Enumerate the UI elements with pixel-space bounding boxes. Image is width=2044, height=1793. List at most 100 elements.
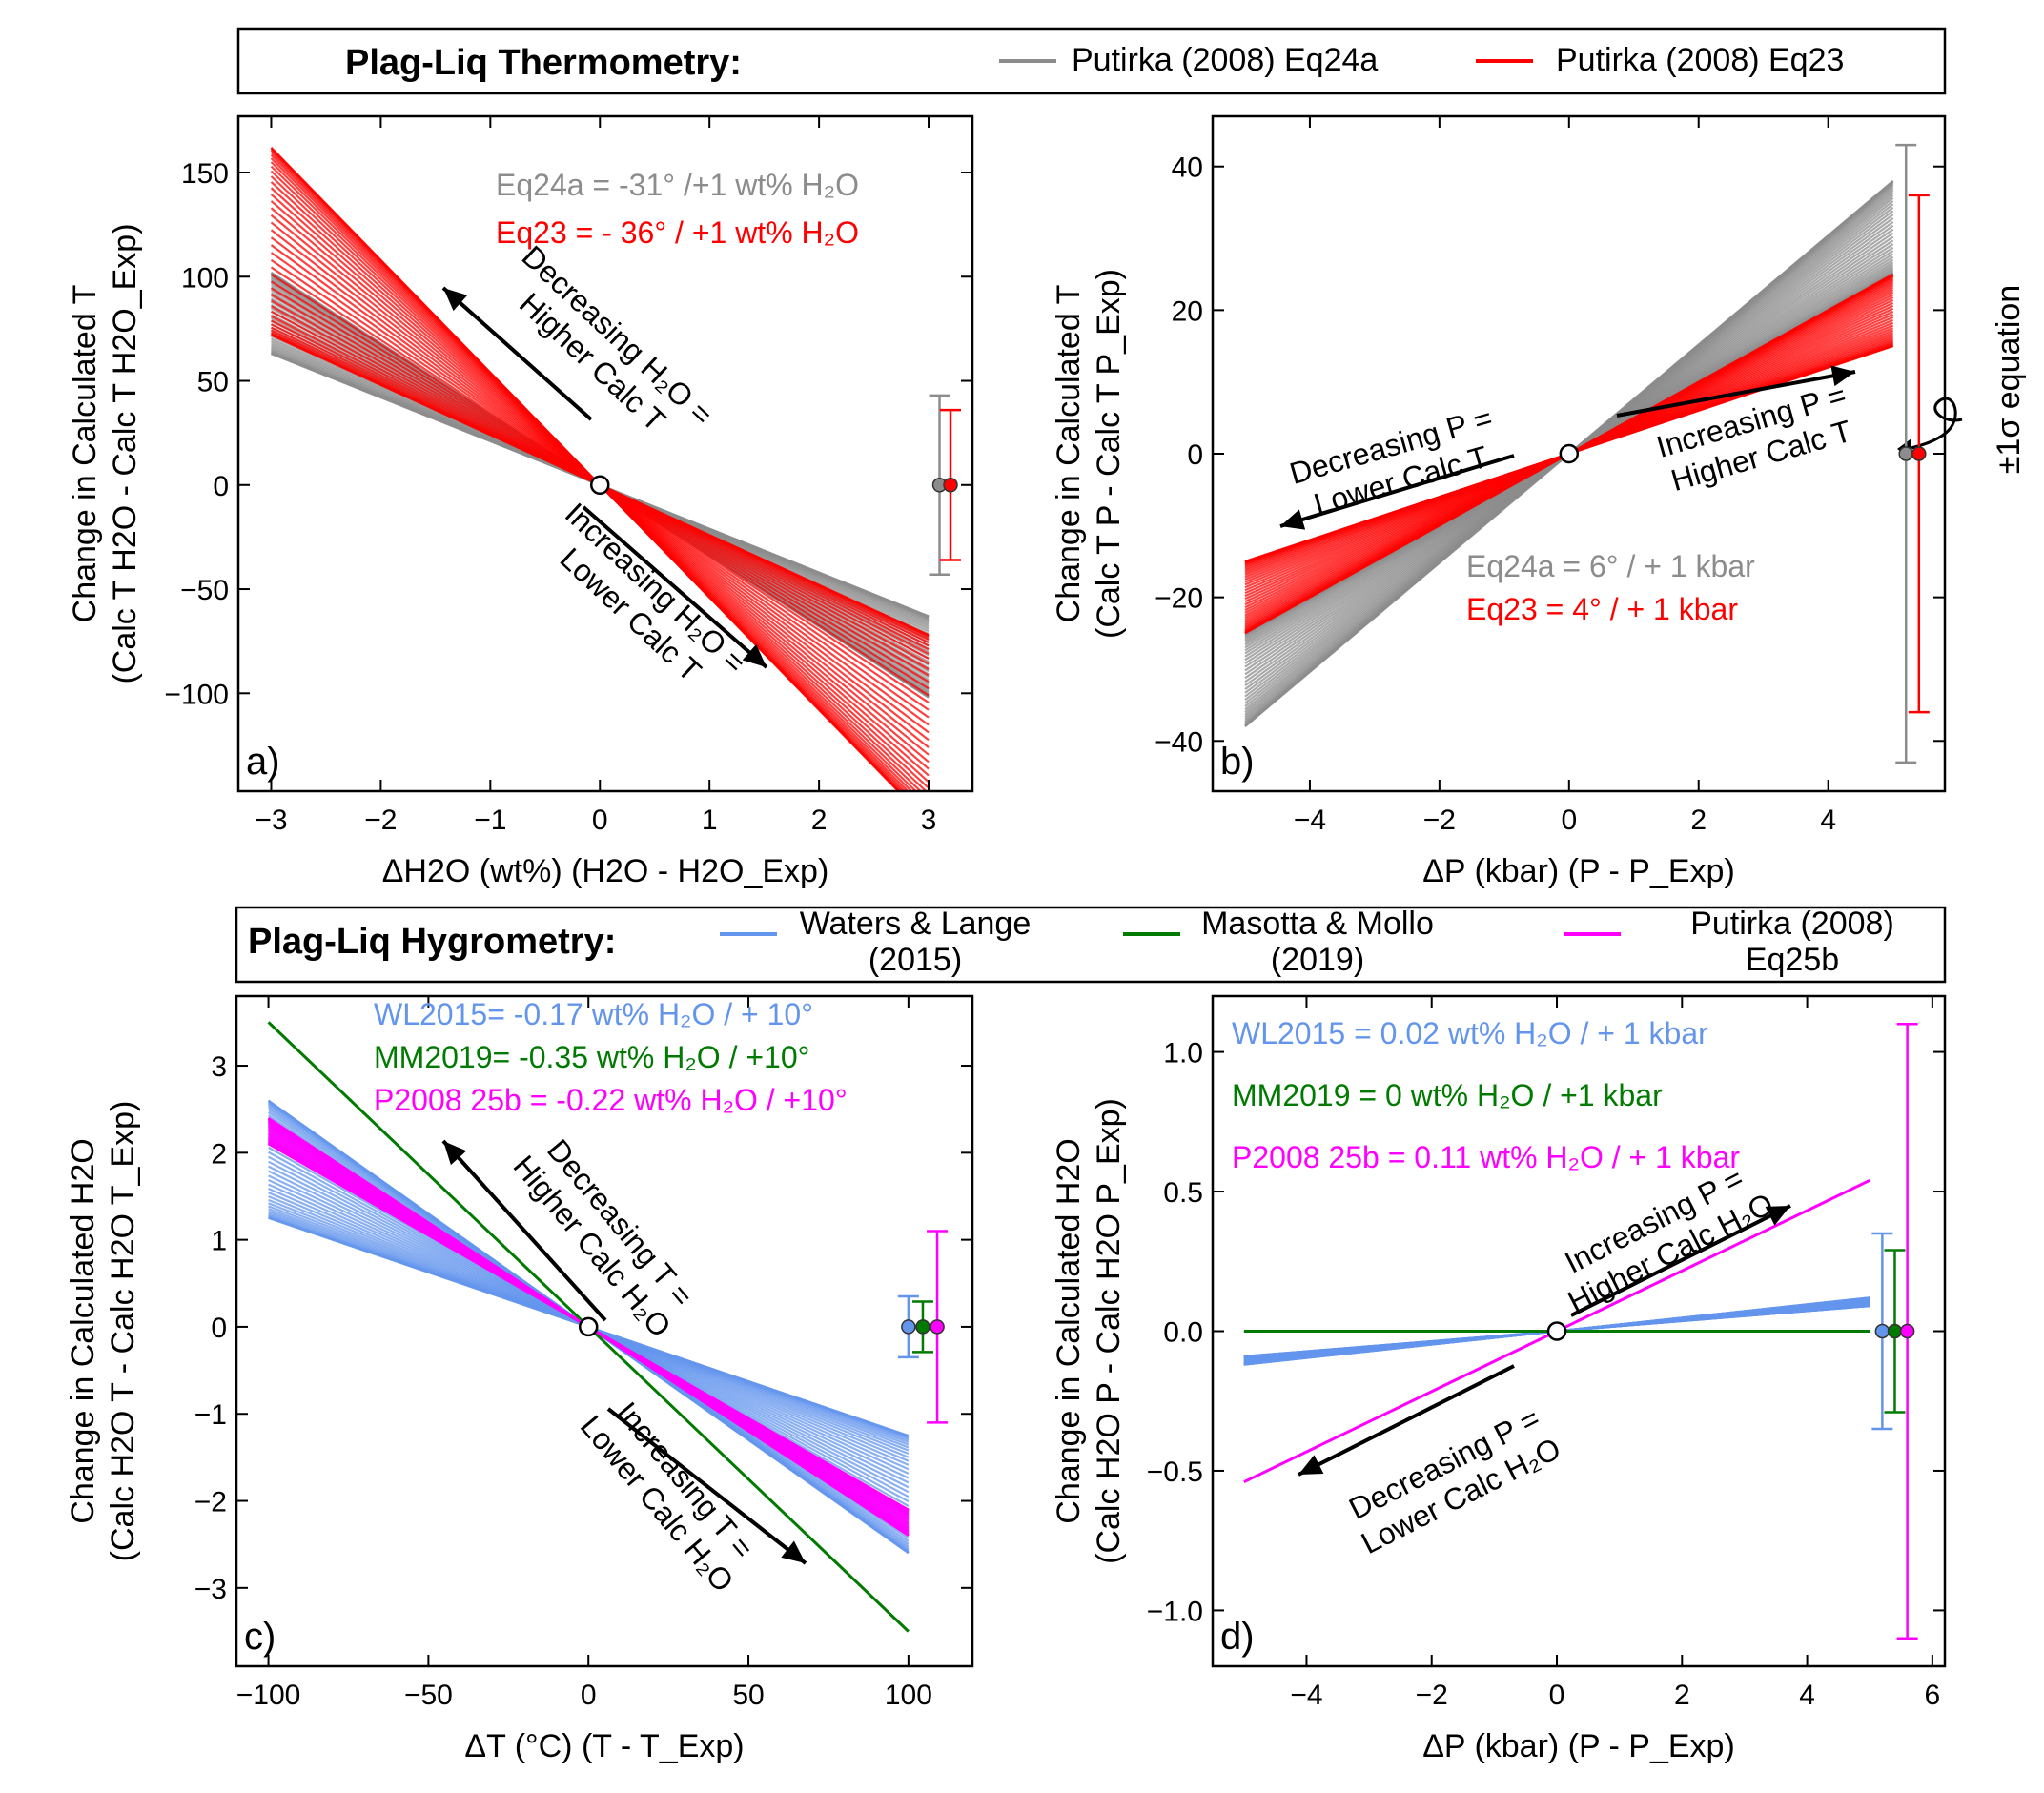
arrow-decreasing-shaft bbox=[1279, 454, 1515, 528]
x-tick-label: 100 bbox=[885, 1680, 932, 1711]
legend-p25b-label-1: Putirka (2008) bbox=[1690, 906, 1894, 942]
y-tick-label: −0.5 bbox=[1147, 1457, 1203, 1488]
sigma-errorbar bbox=[940, 408, 962, 561]
arrow-decreasing-shaft bbox=[441, 1139, 607, 1322]
arrow-increasing-head bbox=[1830, 365, 1855, 387]
x-tick-label: 2 bbox=[1690, 805, 1707, 836]
x-tick-label: 0 bbox=[1561, 805, 1577, 836]
x-tick-label: 0 bbox=[1549, 1680, 1565, 1711]
panel-label: a) bbox=[246, 741, 280, 783]
y-axis-label: Change in Calculated H2O (Calc H2O P - Ca… bbox=[1051, 1098, 1127, 1564]
x-tick-label: 4 bbox=[1799, 1680, 1815, 1711]
errorbar-point bbox=[930, 1319, 945, 1335]
thermometry-title: Plag-Liq Thermometry: bbox=[345, 43, 742, 83]
y-tick-label: 0 bbox=[213, 471, 229, 502]
sigma-errorbar bbox=[911, 1300, 933, 1354]
arrow-increasing-head bbox=[742, 643, 766, 667]
y-tick-label: 100 bbox=[181, 262, 229, 294]
slope-note: Eq24a = 6° / + 1 kbar bbox=[1466, 549, 1755, 583]
plot-frame bbox=[235, 994, 974, 1668]
x-axis-label: ΔP (kbar) (P - P_Exp) bbox=[1422, 853, 1735, 889]
y-tick-label: −3 bbox=[194, 1574, 227, 1605]
errorbar-point bbox=[1899, 1323, 1915, 1339]
x-axis-label: ΔH2O (wt%) (H2O - H2O_Exp) bbox=[382, 853, 829, 889]
y-tick-label: −40 bbox=[1155, 726, 1203, 758]
x-tick-label: 1 bbox=[702, 805, 718, 836]
y-tick-label: 2 bbox=[211, 1138, 227, 1170]
y-tick-label: 0 bbox=[211, 1313, 227, 1344]
x-tick-label: 3 bbox=[921, 805, 937, 836]
sigma-errorbar bbox=[927, 1230, 949, 1424]
sigma-label: ±1σ equation bbox=[1991, 285, 2027, 474]
y-tick-label: 20 bbox=[1172, 295, 1203, 327]
panel-label: c) bbox=[244, 1616, 276, 1658]
x-tick-label: −50 bbox=[404, 1680, 453, 1711]
hygrometry-header: Plag-Liq Hygrometry: Waters & Lange (201… bbox=[235, 906, 1947, 984]
annotations: Increasing P =Higher Calc H₂O Decreasing … bbox=[1298, 1161, 1791, 1560]
y-tick-label: −20 bbox=[1155, 583, 1203, 615]
x-tick-label: −4 bbox=[1294, 805, 1326, 836]
y-axis-label-line2: (Calc T P - Calc T P_Exp) bbox=[1091, 269, 1127, 639]
slope-note: WL2015 = 0.02 wt% H₂O / + 1 kbar bbox=[1232, 1016, 1708, 1050]
arrow-increasing-shaft bbox=[606, 1407, 807, 1565]
panel-label: d) bbox=[1220, 1616, 1255, 1658]
errorbar-point bbox=[915, 1319, 930, 1335]
arrow-up-label: Decreasing T =Higher Calc H₂O bbox=[507, 1132, 700, 1343]
slope-notes: Eq24a = 6° / + 1 kbar Eq23 = 4° / + 1 kba… bbox=[1466, 549, 1755, 626]
sigma-squiggle bbox=[1911, 397, 1963, 450]
y-axis-label: Change in Calculated T (Calc T P - Calc T… bbox=[1051, 269, 1127, 639]
y-tick-label: 3 bbox=[211, 1051, 227, 1083]
y-tick-label: 0.0 bbox=[1163, 1317, 1203, 1349]
slope-note: Eq24a = -31° /+1 wt% H₂O bbox=[496, 168, 859, 202]
hygrometry-title: Plag-Liq Hygrometry: bbox=[248, 922, 616, 962]
arrow-increasing-head bbox=[781, 1540, 806, 1563]
x-axis-label: ΔP (kbar) (P - P_Exp) bbox=[1422, 1728, 1735, 1764]
ticks: −3 −2 −1 0 1 2 3 −100 −50 0 50 100 150 bbox=[164, 116, 972, 836]
sigma-errorbar bbox=[1884, 1249, 1906, 1414]
x-axis-label: ΔT (°C) (T - T_Exp) bbox=[464, 1728, 744, 1764]
y-axis-label-line2: (Calc H2O P - Calc H2O P_Exp) bbox=[1091, 1098, 1127, 1564]
legend-wl-label-1: Waters & Lange bbox=[800, 906, 1032, 942]
arrow-decreasing-head bbox=[1298, 1455, 1324, 1475]
y-tick-label: 40 bbox=[1172, 153, 1203, 184]
y-axis-label-line2: (Calc T H2O - Calc T H2O_Exp) bbox=[107, 223, 143, 683]
panel-label: b) bbox=[1220, 741, 1255, 783]
sigma-errorbar bbox=[1895, 143, 1917, 764]
arrow-decreasing-head bbox=[443, 1141, 467, 1166]
y-tick-label: 150 bbox=[181, 158, 229, 190]
panel-a: Decreasing H₂O =Higher Calc TIncreasing … bbox=[67, 114, 974, 889]
y-tick-label: −1 bbox=[194, 1399, 227, 1431]
x-tick-label: −100 bbox=[236, 1680, 301, 1711]
x-tick-label: −2 bbox=[364, 805, 397, 836]
x-tick-label: −2 bbox=[1423, 805, 1456, 836]
arrow-left-label: Decreasing P =Lower Calc H₂O bbox=[1343, 1400, 1565, 1560]
legend-eq24a-label: Putirka (2008) Eq24a bbox=[1072, 42, 1378, 78]
arrow-decreasing-head bbox=[1280, 509, 1306, 530]
arrow-increasing-shaft bbox=[1570, 1204, 1791, 1317]
y-tick-label: 50 bbox=[197, 367, 229, 398]
y-axis-label-line2: (Calc H2O T - Calc H2O T_Exp) bbox=[105, 1101, 141, 1562]
arrow-increasing-shaft bbox=[582, 505, 768, 669]
slope-notes: WL2015 = 0.02 wt% H₂O / + 1 kbar MM2019 =… bbox=[1232, 1016, 1740, 1174]
legend-p25b-label-2: Eq25b bbox=[1746, 942, 1839, 978]
y-tick-label: 1 bbox=[211, 1226, 227, 1257]
slope-note: Eq23 = 4° / + 1 kbar bbox=[1466, 592, 1738, 626]
origin-marker bbox=[578, 1316, 599, 1337]
plot-frame bbox=[236, 114, 974, 793]
errorbar-point bbox=[1898, 446, 1913, 461]
y-axis-label: Change in Calculated H2O (Calc H2O T - Ca… bbox=[65, 1101, 141, 1562]
x-tick-label: 2 bbox=[811, 805, 828, 836]
thermometry-header: Plag-Liq Thermometry: Putirka (2008) Eq2… bbox=[236, 27, 1947, 95]
sigma-errorbar bbox=[897, 1294, 919, 1359]
y-axis-label: Change in Calculated T (Calc T H2O - Calc… bbox=[67, 223, 143, 683]
slope-note: Eq23 = - 36° / +1 wt% H₂O bbox=[496, 215, 859, 250]
y-axis-label-line1: Change in Calculated T bbox=[1051, 285, 1087, 623]
x-tick-label: 6 bbox=[1925, 1680, 1941, 1711]
panel-d: Increasing P =Higher Calc H₂O Decreasing … bbox=[1051, 994, 1947, 1764]
panel-c: Decreasing T =Higher Calc H₂OIncreasing … bbox=[65, 994, 974, 1764]
sigma-errorbar bbox=[929, 394, 950, 576]
sigma-errorbar bbox=[1896, 1023, 1918, 1640]
slope-notes: WL2015= -0.17 wt% H₂O / + 10° MM2019= -0.… bbox=[374, 997, 848, 1117]
